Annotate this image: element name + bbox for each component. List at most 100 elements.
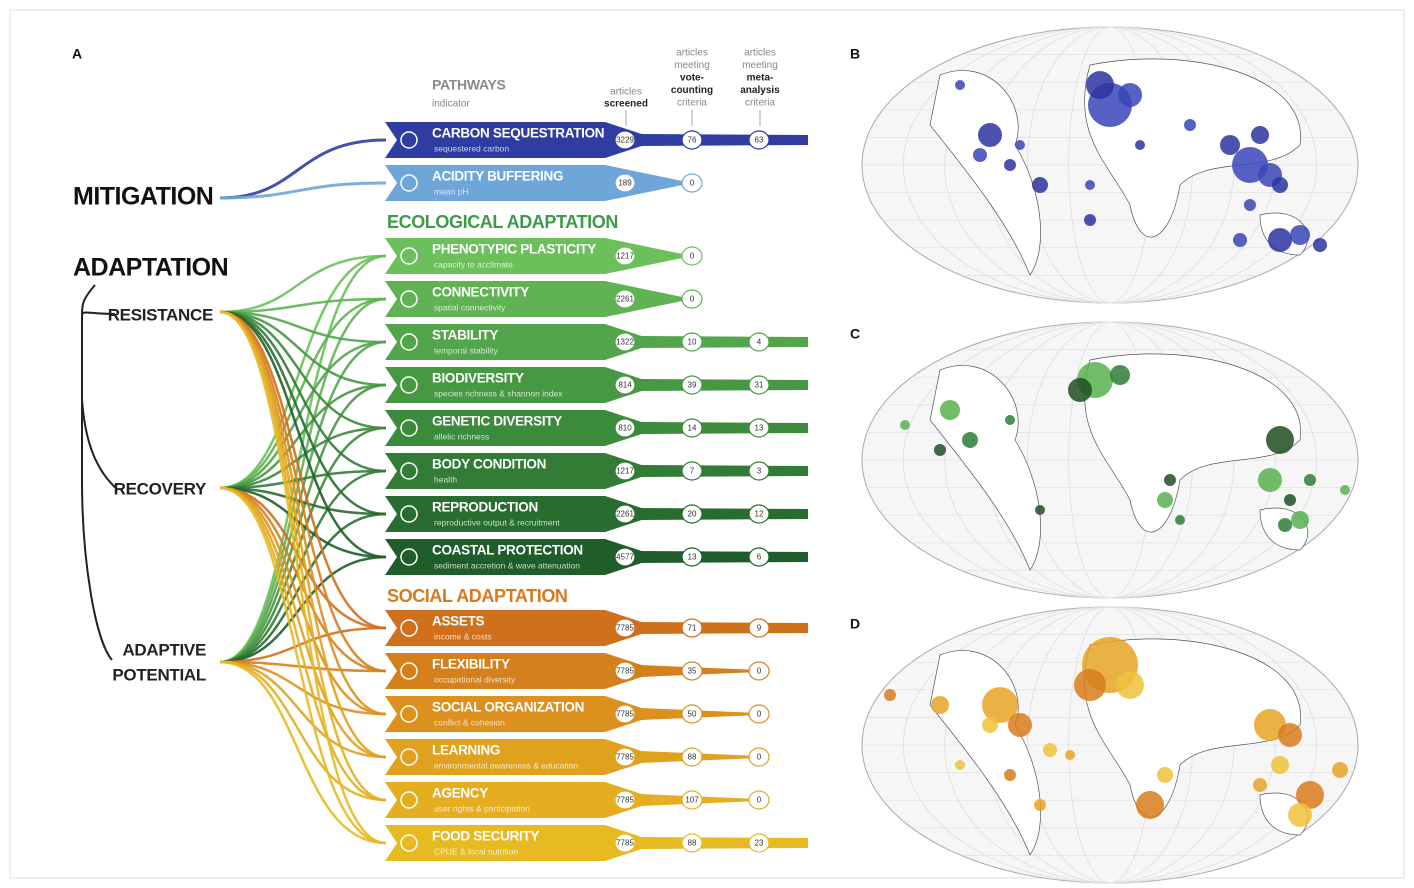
study-bubble: [1288, 803, 1312, 827]
header-vote: meeting: [674, 60, 710, 71]
frame: [9, 9, 1405, 879]
link: [219, 426, 387, 490]
study-bubble: [962, 432, 978, 448]
header-screened: articles: [610, 87, 642, 98]
count-circle: [614, 332, 636, 352]
pathway-indicator: mean pH: [434, 186, 469, 196]
study-bubble: [1157, 492, 1173, 508]
pathway-name: AGENCY: [432, 786, 488, 801]
panel-label: C: [850, 326, 860, 342]
pathway-indicator: allelic richness: [434, 431, 489, 441]
tail: [640, 508, 808, 520]
pathway-name: CARBON SEQUESTRATION: [432, 126, 604, 141]
link: [219, 310, 387, 516]
pathway-name: SOCIAL ORGANIZATION: [432, 700, 584, 715]
pathway-indicator: temporal stability: [434, 345, 499, 355]
panel-label: B: [850, 46, 860, 62]
icon: [400, 174, 418, 192]
link: [219, 310, 387, 387]
count-circle: [614, 418, 636, 438]
count: 14: [688, 424, 697, 433]
header-vote: articles: [676, 48, 708, 59]
study-bubble: [1175, 515, 1185, 525]
icon: [400, 791, 418, 809]
icon: [400, 834, 418, 852]
link: [219, 426, 387, 664]
pathway-name: BIODIVERSITY: [432, 371, 524, 386]
icon: [400, 462, 418, 480]
pathway-band: [385, 610, 660, 646]
pathway-name: STABILITY: [432, 328, 498, 343]
count: 13: [688, 553, 697, 562]
pathway-name: ASSETS: [432, 614, 485, 629]
links: [219, 138, 387, 845]
link: [219, 310, 387, 473]
goal-mitigation: MITIGATION: [73, 183, 213, 211]
panel-label: D: [850, 616, 860, 632]
tail: [640, 422, 808, 434]
pathway-band: [385, 238, 692, 274]
header-vote: criteria: [677, 98, 707, 109]
study-bubble: [1086, 71, 1114, 99]
count-circle: [614, 130, 636, 150]
study-bubble: [1278, 723, 1302, 747]
icon: [400, 748, 418, 766]
pathway-band: [385, 367, 660, 403]
count: 1217: [616, 467, 634, 476]
land: [929, 353, 1309, 571]
pathway-band: [385, 653, 660, 689]
goal-adaptation: ADAPTATION: [73, 254, 228, 282]
study-bubble: [1068, 378, 1092, 402]
link: [219, 486, 387, 716]
link: [219, 486, 387, 845]
count-circle: [614, 375, 636, 395]
study-bubble: [982, 717, 998, 733]
pathway-indicator: occupational diversity: [434, 674, 516, 684]
tail: [640, 134, 808, 146]
count-circle: [748, 661, 770, 681]
count: 814: [618, 381, 632, 390]
count: 7: [690, 467, 695, 476]
count-circle: [681, 246, 703, 266]
pathway-name: GENETIC DIVERSITY: [432, 414, 562, 429]
count: 12: [755, 510, 764, 519]
study-bubble: [1084, 214, 1096, 226]
pathway-band: [385, 739, 660, 775]
count: 6: [757, 553, 762, 562]
icon: [400, 290, 418, 308]
pathway-band: [385, 496, 660, 532]
pathway-name: BODY CONDITION: [432, 457, 546, 472]
count-circle: [614, 461, 636, 481]
count: 7785: [616, 839, 634, 848]
link: [219, 486, 387, 559]
count-circle: [748, 747, 770, 767]
count: 7785: [616, 710, 634, 719]
section-title: ECOLOGICAL ADAPTATION: [387, 212, 618, 232]
count-circle: [748, 547, 770, 567]
pathway-name: REPRODUCTION: [432, 500, 538, 515]
pathway-name: FLEXIBILITY: [432, 657, 510, 672]
pathway-band: [385, 410, 660, 446]
pathway-name: CONNECTIVITY: [432, 285, 529, 300]
count: 4: [757, 338, 762, 347]
count-circle: [681, 618, 703, 638]
header-vote: vote-: [680, 73, 704, 84]
study-bubble: [1085, 180, 1095, 190]
study-bubble: [1278, 518, 1292, 532]
count: 88: [688, 753, 697, 762]
tail: [640, 837, 808, 849]
study-bubble: [1034, 799, 1046, 811]
count: 7785: [616, 796, 634, 805]
header-meta: articles: [744, 48, 776, 59]
panel-label: A: [72, 46, 82, 62]
pathway-indicator: reproductive output & recruitment: [434, 517, 560, 527]
study-bubble: [1313, 238, 1327, 252]
link: [219, 310, 387, 344]
count: 810: [618, 424, 632, 433]
count: 0: [690, 252, 695, 261]
study-bubble: [1043, 743, 1057, 757]
header-meta: criteria: [745, 98, 775, 109]
study-bubble: [1004, 159, 1016, 171]
count: 0: [757, 796, 762, 805]
header-vote: articlesmeetingvote-countingcriteriaarti…: [625, 48, 780, 126]
